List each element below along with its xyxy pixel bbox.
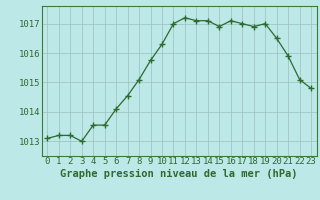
X-axis label: Graphe pression niveau de la mer (hPa): Graphe pression niveau de la mer (hPa) bbox=[60, 169, 298, 179]
